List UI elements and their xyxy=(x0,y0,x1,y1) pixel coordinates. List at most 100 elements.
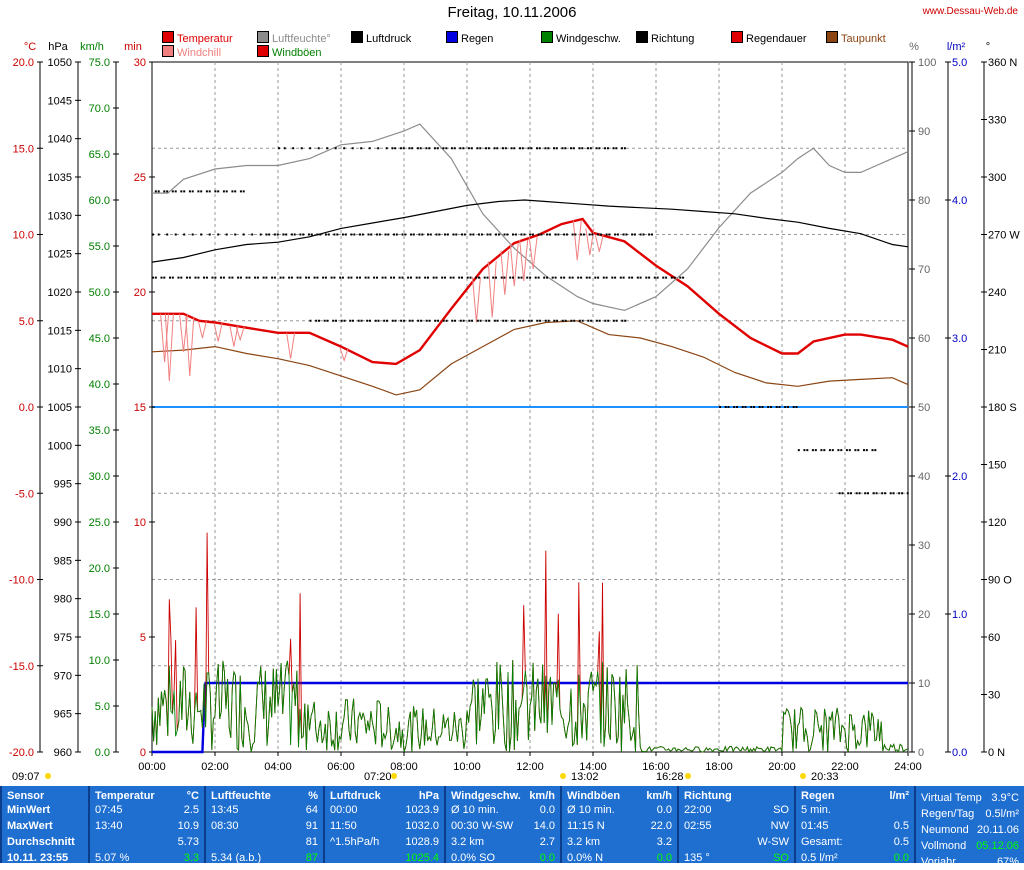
stats-header: Regen l/m² xyxy=(801,790,909,802)
stats-cell: 11:15 N xyxy=(567,820,605,832)
direction-dot xyxy=(570,147,572,150)
direction-dot xyxy=(335,319,337,322)
tick-rain: 0.0 xyxy=(952,747,967,759)
tick-humidity: 0 xyxy=(918,747,924,759)
site-link[interactable]: www.Dessau-Web.de xyxy=(922,6,1018,17)
direction-dot xyxy=(547,147,550,150)
stats-row: 0.0% N 0.0 xyxy=(567,850,672,866)
direction-dot xyxy=(855,492,858,495)
tick-wind: 5.0 xyxy=(95,701,110,713)
series-2 xyxy=(152,123,909,312)
direction-dot xyxy=(527,319,530,322)
direction-dot xyxy=(462,319,465,322)
axis-unit-wind: km/h xyxy=(80,41,104,53)
direction-dot xyxy=(591,233,594,236)
legend-swatch xyxy=(257,31,269,43)
direction-dot xyxy=(606,147,609,150)
stats-cell: 81 xyxy=(305,836,318,848)
direction-dot xyxy=(169,276,171,279)
stats-row: 3.2 km 3.2 xyxy=(567,834,672,850)
stats-cell: 91 xyxy=(305,820,318,832)
stats-row: 11:15 N 22.0 xyxy=(567,818,672,834)
windchill-dip xyxy=(213,322,223,342)
direction-dot xyxy=(418,276,421,279)
legend-item-0: Temperatur xyxy=(162,31,233,45)
stats-cell: 0.0 xyxy=(656,804,672,816)
tick-pressure: 1030 xyxy=(48,210,72,222)
direction-dot xyxy=(283,147,286,150)
tick-humidity: 20 xyxy=(918,609,930,621)
direction-dot xyxy=(390,276,393,279)
direction-dot xyxy=(171,190,174,193)
direction-dot xyxy=(452,233,455,236)
direction-dot xyxy=(468,319,471,322)
stats-row: ^1.5hPa/h 1028.9 xyxy=(330,834,439,850)
direction-dot xyxy=(188,276,191,279)
direction-dot xyxy=(881,492,884,495)
stats-cell: 0.5 xyxy=(893,820,909,832)
tick-humidity: 30 xyxy=(918,540,930,552)
direction-dot xyxy=(339,276,342,279)
direction-dot xyxy=(377,147,380,150)
direction-dot xyxy=(486,276,489,279)
tick-rain: 5.0 xyxy=(952,57,967,69)
direction-dot xyxy=(595,319,598,322)
legend-swatch xyxy=(731,31,743,43)
direction-dot xyxy=(453,147,456,150)
tick-pressure: 965 xyxy=(54,709,72,721)
direction-dot xyxy=(323,319,326,322)
stats-column-0: Sensor MinWert MaxWert Durchschnitt 10.11. 2… xyxy=(0,786,88,864)
x-tick: 10:00 xyxy=(453,761,481,773)
direction-dot xyxy=(166,190,169,193)
legend-label: Regen xyxy=(461,33,494,45)
stats-cell: Neumond xyxy=(921,824,969,836)
direction-dot xyxy=(403,319,406,322)
direction-dot xyxy=(318,319,320,322)
direction-dot xyxy=(343,147,346,150)
legend-label: Luftfeuchte° xyxy=(272,33,331,45)
direction-dot xyxy=(200,190,203,193)
direction-dot xyxy=(186,276,188,279)
stats-cell: 87 xyxy=(305,852,318,864)
tick-wind: 75.0 xyxy=(89,57,110,69)
stats-header: Windböen km/h xyxy=(567,790,672,802)
direction-dot xyxy=(305,276,308,279)
stats-header-unit: km/h xyxy=(646,790,672,802)
direction-dot xyxy=(436,147,439,150)
direction-dot xyxy=(470,147,473,150)
direction-dot xyxy=(648,233,651,236)
direction-dot xyxy=(492,276,495,279)
tick-humidity: 100 xyxy=(918,57,936,69)
direction-dot xyxy=(214,190,217,193)
direction-dot xyxy=(231,276,234,279)
stats-header: Richtung xyxy=(684,790,789,802)
direction-dot xyxy=(307,276,310,279)
stats-cell: Vorjahr xyxy=(921,856,956,868)
direction-dot xyxy=(278,147,280,150)
x-tick: 16:00 xyxy=(642,761,670,773)
direction-dot xyxy=(564,147,567,150)
direction-dot xyxy=(621,147,623,150)
stats-cell: 3.2 xyxy=(656,836,672,848)
direction-dot xyxy=(509,276,512,279)
direction-dot xyxy=(302,233,305,236)
stats-cell: 13:45 xyxy=(211,804,239,816)
direction-dot xyxy=(350,233,353,236)
stats-cell: Vollmond xyxy=(921,840,967,852)
direction-dot xyxy=(387,233,390,236)
direction-dot xyxy=(239,276,242,279)
windchill-dip xyxy=(160,313,170,363)
direction-dot xyxy=(350,276,353,279)
direction-dot xyxy=(285,233,288,236)
direction-dot xyxy=(398,276,401,279)
direction-dot xyxy=(381,276,384,279)
direction-dot xyxy=(262,276,265,279)
direction-dot xyxy=(510,147,513,150)
direction-dot xyxy=(188,190,191,193)
direction-dot xyxy=(376,276,378,279)
direction-dot xyxy=(597,276,600,279)
direction-dot xyxy=(459,319,462,322)
direction-dot xyxy=(476,319,479,322)
tick-pressure: 980 xyxy=(54,594,72,606)
direction-dot xyxy=(571,233,574,236)
